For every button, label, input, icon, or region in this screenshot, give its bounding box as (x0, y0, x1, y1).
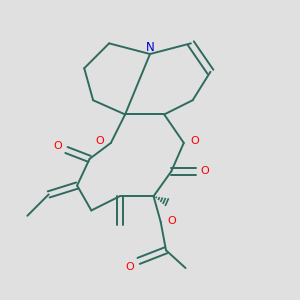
Text: O: O (191, 136, 200, 146)
Text: O: O (126, 262, 134, 272)
Text: O: O (95, 136, 104, 146)
Text: N: N (146, 41, 154, 54)
Text: O: O (167, 216, 176, 226)
Text: O: O (54, 141, 62, 151)
Text: O: O (200, 166, 209, 176)
